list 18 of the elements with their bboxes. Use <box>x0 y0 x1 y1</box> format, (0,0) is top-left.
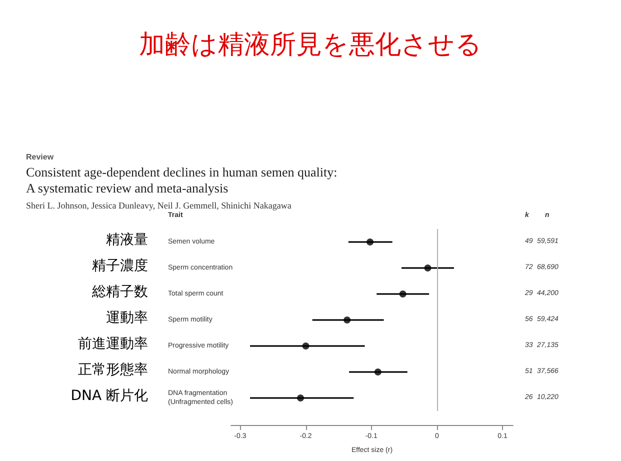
point <box>424 264 432 272</box>
point <box>302 342 310 350</box>
point <box>366 238 374 246</box>
point <box>344 316 351 324</box>
text: Review <box>26 152 54 162</box>
text: DNA 断片化 <box>70 388 148 404</box>
text: 運動率 <box>106 310 148 326</box>
text: 精子濃度 <box>92 258 148 274</box>
point <box>297 394 304 402</box>
point <box>399 290 406 298</box>
chart-subtitle: Consistent age-dependent declines in human semen quality: A systematic review and meta-analysis <box>26 164 338 196</box>
text: 総精子数 <box>91 284 148 300</box>
text: Sheri L. Johnson, Jessica Dunleavy, Neil J. Gemmell, Shinichi Nakagawa <box>26 200 292 210</box>
point <box>374 368 382 376</box>
text: 前進運動率 <box>78 336 148 352</box>
text: 正常形態率 <box>78 362 148 378</box>
chart-title: 加齢は精液所見を悪化させる <box>139 30 482 60</box>
text: 精液量 <box>106 232 148 248</box>
